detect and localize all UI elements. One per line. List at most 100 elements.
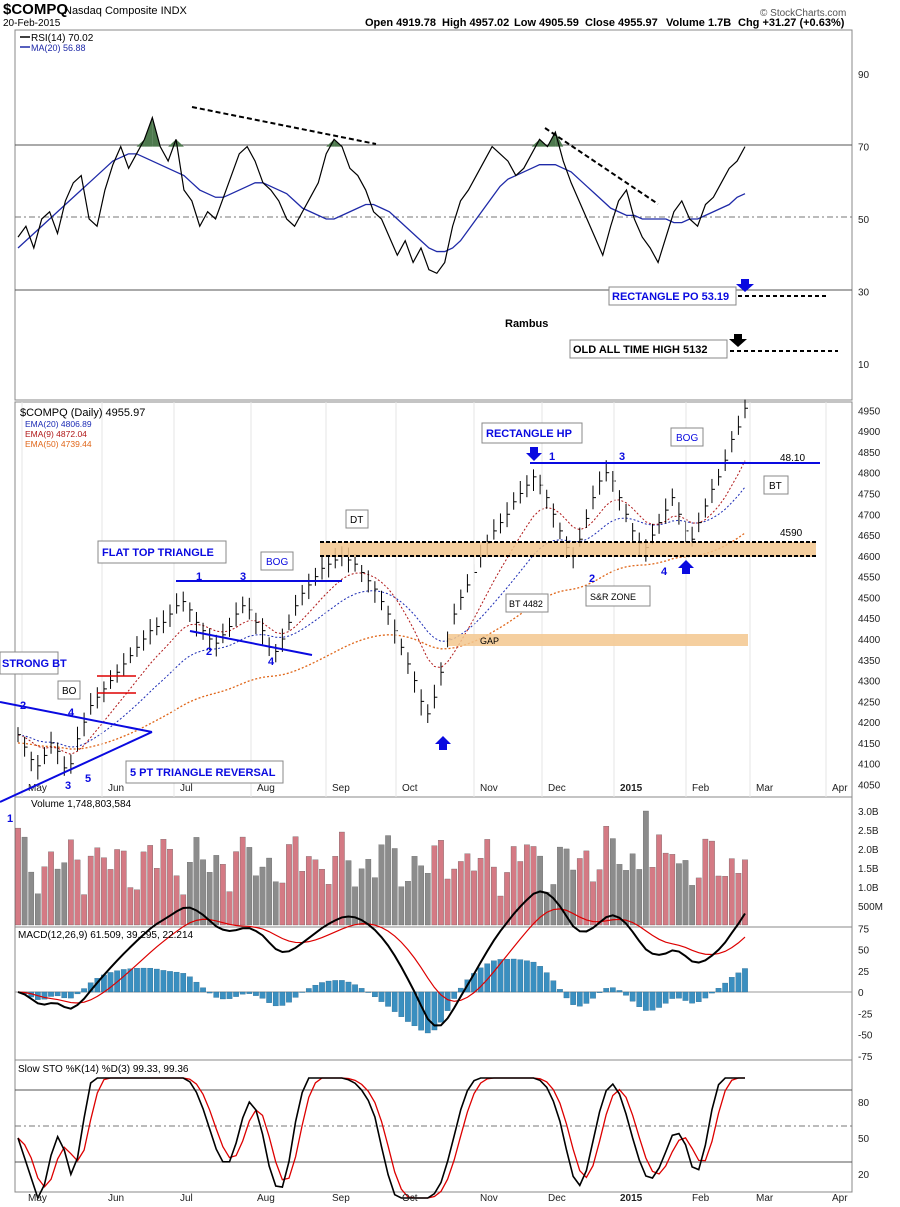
rsi-overbought-fill (555, 132, 564, 147)
watermark: © StockCharts.com (760, 8, 846, 19)
price-tick-label: 4450 (858, 614, 881, 625)
macd-hist-bar (709, 991, 715, 994)
month-tick-label: Mar (756, 1193, 774, 1204)
macd-hist-bar (167, 971, 173, 993)
volume-bar (21, 836, 28, 926)
rsi-tick-label: 50 (858, 215, 870, 226)
price-tick-label: 4500 (858, 593, 881, 604)
rsi-overbought-fill (531, 139, 540, 147)
macd-hist-bar (153, 968, 160, 993)
stochastic-series (17, 1077, 745, 1201)
ohlc-high: High 4957.02 (442, 17, 509, 29)
macd-hist-bar (484, 963, 491, 993)
volume-bar (728, 858, 735, 926)
volume-bar (517, 861, 524, 926)
volume-bar (563, 848, 570, 926)
volume-bar (339, 831, 345, 926)
volume-bar (557, 846, 563, 926)
volume-bar (444, 878, 451, 926)
macd-hist-bar (438, 991, 444, 1023)
macd-hist-bar (616, 990, 623, 993)
down-arrow-icon (526, 447, 542, 461)
macd-hist-bar (173, 971, 180, 993)
volume-tick-label: 1.0B (858, 883, 879, 894)
rsi-tick-label: 90 (858, 70, 870, 81)
rsi-trendline-1 (191, 106, 377, 145)
macd-hist-bar (239, 991, 246, 995)
volume-bar (187, 862, 193, 926)
price-tick-label: 4550 (858, 573, 881, 584)
month-tick-label: Oct (402, 1193, 418, 1204)
month-tick-label: Jul (180, 1193, 193, 1204)
volume-bar (438, 840, 444, 926)
chart-date: 20-Feb-2015 (3, 18, 61, 29)
macd-hist-bar (372, 991, 378, 998)
volume-bar (15, 827, 21, 926)
volume-bar (695, 877, 702, 926)
rsi-overbought-fill (176, 139, 184, 147)
volume-bar (504, 872, 510, 926)
macd-hist-bar (200, 987, 206, 993)
volume-bar (735, 873, 742, 926)
volume-bars (15, 810, 748, 926)
price-tick-label: 4050 (858, 781, 881, 792)
volume-bar (358, 868, 365, 926)
volume-bar (28, 871, 35, 926)
volume-bar (259, 866, 266, 926)
svg-text:BT: BT (769, 481, 782, 492)
macd-hist-bar (226, 991, 233, 999)
volume-bar (497, 895, 504, 926)
dt-callout: DT (345, 509, 369, 529)
rsi-overbought-fill (144, 117, 153, 147)
macd-hist-bar (530, 961, 537, 993)
up-arrow-icon (678, 560, 694, 574)
five-pt-callout: 5 PT TRIANGLE REVERSAL (125, 760, 284, 784)
macd-hist-bar (385, 991, 391, 1007)
macd-hist-bar (636, 991, 643, 1007)
sto-title: Slow STO %K(14) %D(3) 99.33, 99.36 (18, 1064, 189, 1075)
svg-text:4: 4 (68, 707, 75, 719)
svg-text:2: 2 (20, 700, 26, 712)
svg-text:BOG: BOG (676, 433, 698, 444)
volume-bar (68, 839, 74, 926)
volume-bar (147, 845, 154, 926)
macd-hist-bar (477, 967, 484, 993)
volume-bar (352, 886, 358, 926)
volume-bar (140, 851, 147, 926)
macd-hist-bar (643, 991, 649, 1011)
macd-hist-bar (576, 991, 583, 1007)
macd-hist-bar (127, 968, 134, 993)
volume-bar (365, 859, 372, 926)
ohlc-change: Chg +31.27 (+0.63%) (738, 17, 845, 29)
macd-hist-bar (424, 991, 431, 1034)
svg-text:2: 2 (589, 573, 595, 585)
volume-bar (709, 840, 715, 926)
svg-text:1: 1 (196, 571, 202, 583)
rsi-overbought-fill (136, 139, 145, 147)
volume-bar (385, 835, 391, 926)
macd-series (17, 890, 748, 1034)
macd-hist-bar (345, 981, 352, 993)
volume-bar (372, 877, 378, 926)
volume-bar (623, 870, 629, 926)
rsi-ma-title: MA(20) 56.88 (31, 43, 86, 53)
macd-hist-bar (68, 991, 74, 999)
ohlc-volume: Volume 1.7B (666, 17, 731, 29)
price-tick-label: 4600 (858, 552, 881, 563)
volume-bar (550, 884, 557, 926)
ema20-label: EMA(20) 4806.89 (25, 419, 92, 429)
svg-text:STRONG BT: STRONG BT (2, 658, 67, 670)
macd-hist-bar (107, 972, 114, 993)
price-tick-label: 4250 (858, 697, 881, 708)
macd-hist-bar (649, 991, 656, 1011)
price-tick-label: 4850 (858, 448, 881, 459)
reversal-top-line (0, 701, 153, 733)
svg-text:RECTANGLE PO 53.19: RECTANGLE PO 53.19 (612, 291, 729, 303)
volume-bar (491, 866, 497, 926)
svg-text:S&R ZONE: S&R ZONE (590, 592, 636, 602)
macd-hist-bar (550, 980, 557, 993)
volume-bar (153, 868, 160, 926)
volume-bar (134, 889, 140, 926)
svg-text:OLD ALL TIME HIGH 5132: OLD ALL TIME HIGH 5132 (573, 344, 707, 356)
